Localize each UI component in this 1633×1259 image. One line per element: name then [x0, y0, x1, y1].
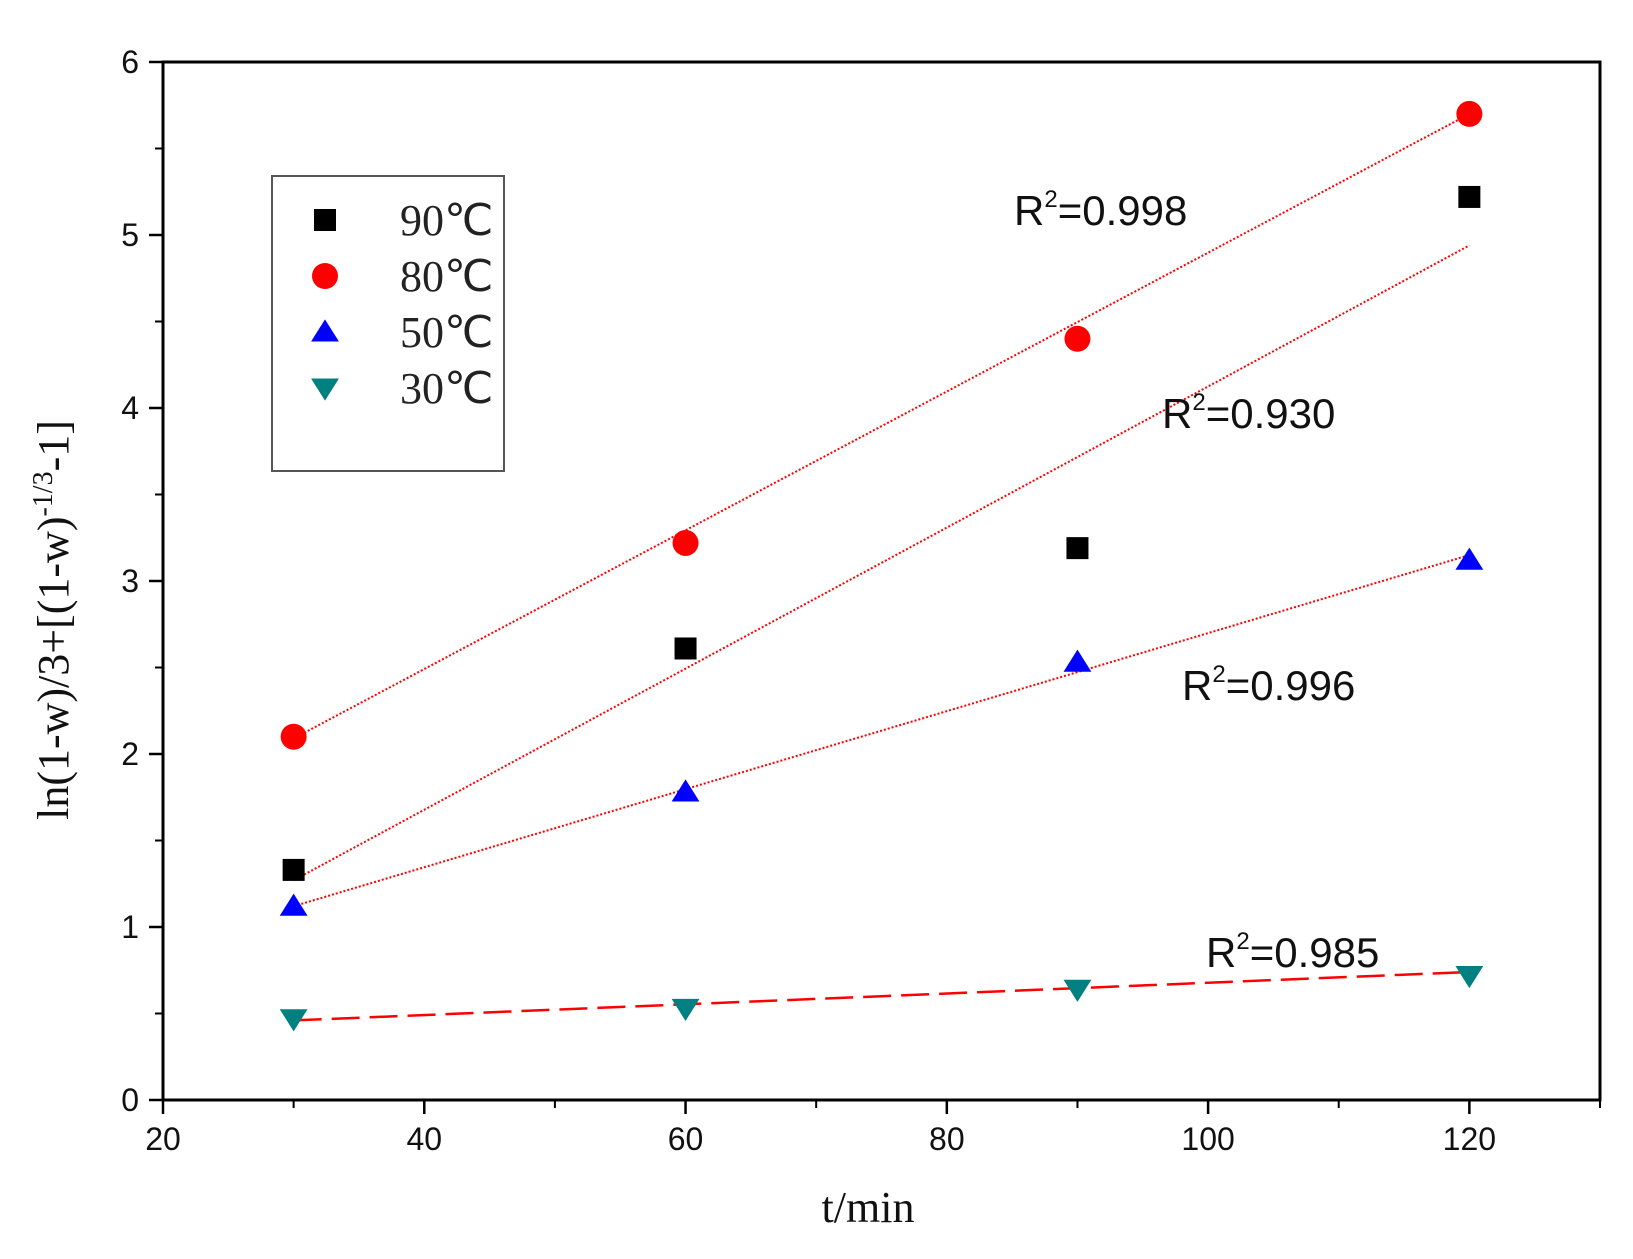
r2-label-value: =0.985 — [1250, 929, 1380, 976]
r2-label: R2=0.985 — [1206, 928, 1379, 976]
data-point — [282, 858, 305, 881]
x-tick-label: 120 — [1443, 1121, 1496, 1157]
axes: 20 40 60 80 100 120 0 1 2 3 4 5 6 — [121, 44, 1602, 1157]
y-axis-title-tail: -1] — [29, 420, 78, 471]
x-axis-title: t/min — [822, 1183, 915, 1232]
x-tick-label: 40 — [406, 1121, 442, 1157]
data-point — [1066, 537, 1089, 560]
legend-marker — [312, 263, 338, 289]
data-point — [1063, 649, 1092, 672]
data-point — [674, 637, 697, 660]
data-point — [1455, 547, 1484, 570]
fit-lines — [293, 113, 1470, 1022]
legend-marker — [314, 209, 336, 231]
x-tick-label: 60 — [668, 1121, 704, 1157]
r2-label-sup: 2 — [1044, 186, 1057, 213]
data-point — [672, 529, 699, 556]
r2-label-value: =0.996 — [1226, 662, 1356, 709]
y-tick-label: 1 — [121, 909, 139, 945]
y-tick-label: 3 — [121, 563, 139, 599]
legend-label: 50℃ — [400, 308, 493, 357]
y-tick-label: 6 — [121, 44, 139, 80]
r2-label-sup: 2 — [1236, 928, 1249, 955]
data-point — [1458, 185, 1481, 208]
y-tick-label: 2 — [121, 736, 139, 772]
y-tick-label: 0 — [121, 1082, 139, 1118]
y-axis-title-exponent: -1/3 — [28, 471, 59, 516]
legend-box — [271, 175, 505, 472]
data-point — [279, 1009, 308, 1032]
y-axis-title-main: ln(1-w)/3+[(1-w) — [29, 517, 78, 820]
r2-label: R2=0.930 — [1162, 389, 1335, 437]
legend: 90℃ 80℃ 50℃ 30℃ — [271, 175, 505, 472]
x-tick-label: 80 — [929, 1121, 965, 1157]
data-point — [279, 893, 308, 916]
r2-label-value: =0.998 — [1058, 187, 1188, 234]
fit-line — [293, 244, 1470, 882]
fit-line — [293, 113, 1470, 740]
data-point — [1456, 100, 1483, 127]
fit-line — [293, 554, 1470, 908]
r2-label-sup: 2 — [1212, 661, 1225, 688]
data-point — [1455, 965, 1484, 989]
data-points — [279, 100, 1484, 1032]
data-point — [671, 779, 700, 802]
r2-label-value: =0.930 — [1206, 390, 1336, 437]
x-tick-label: 100 — [1181, 1121, 1234, 1157]
r2-label-sup: 2 — [1192, 389, 1205, 416]
y-tick-label: 4 — [121, 390, 139, 426]
r2-label-prefix: R — [1162, 390, 1192, 437]
fit-line — [293, 970, 1470, 1022]
legend-label: 30℃ — [400, 364, 493, 413]
x-tick-label: 20 — [145, 1121, 181, 1157]
r2-label: R2=0.998 — [1014, 186, 1187, 234]
legend-label: 80℃ — [400, 252, 493, 301]
data-point — [1064, 325, 1091, 352]
data-point — [671, 998, 700, 1021]
y-axis-title: ln(1-w)/3+[(1-w)-1/3-1] — [28, 420, 78, 820]
legend-label: 90℃ — [400, 196, 493, 245]
legend-marker — [311, 319, 339, 342]
r2-label-prefix: R — [1182, 662, 1212, 709]
r2-label-prefix: R — [1206, 929, 1236, 976]
data-point — [280, 723, 307, 750]
legend-marker — [311, 378, 339, 401]
r2-label-prefix: R — [1014, 187, 1044, 234]
data-point — [1063, 979, 1092, 1002]
y-tick-label: 5 — [121, 217, 139, 253]
r2-label: R2=0.996 — [1182, 661, 1355, 709]
